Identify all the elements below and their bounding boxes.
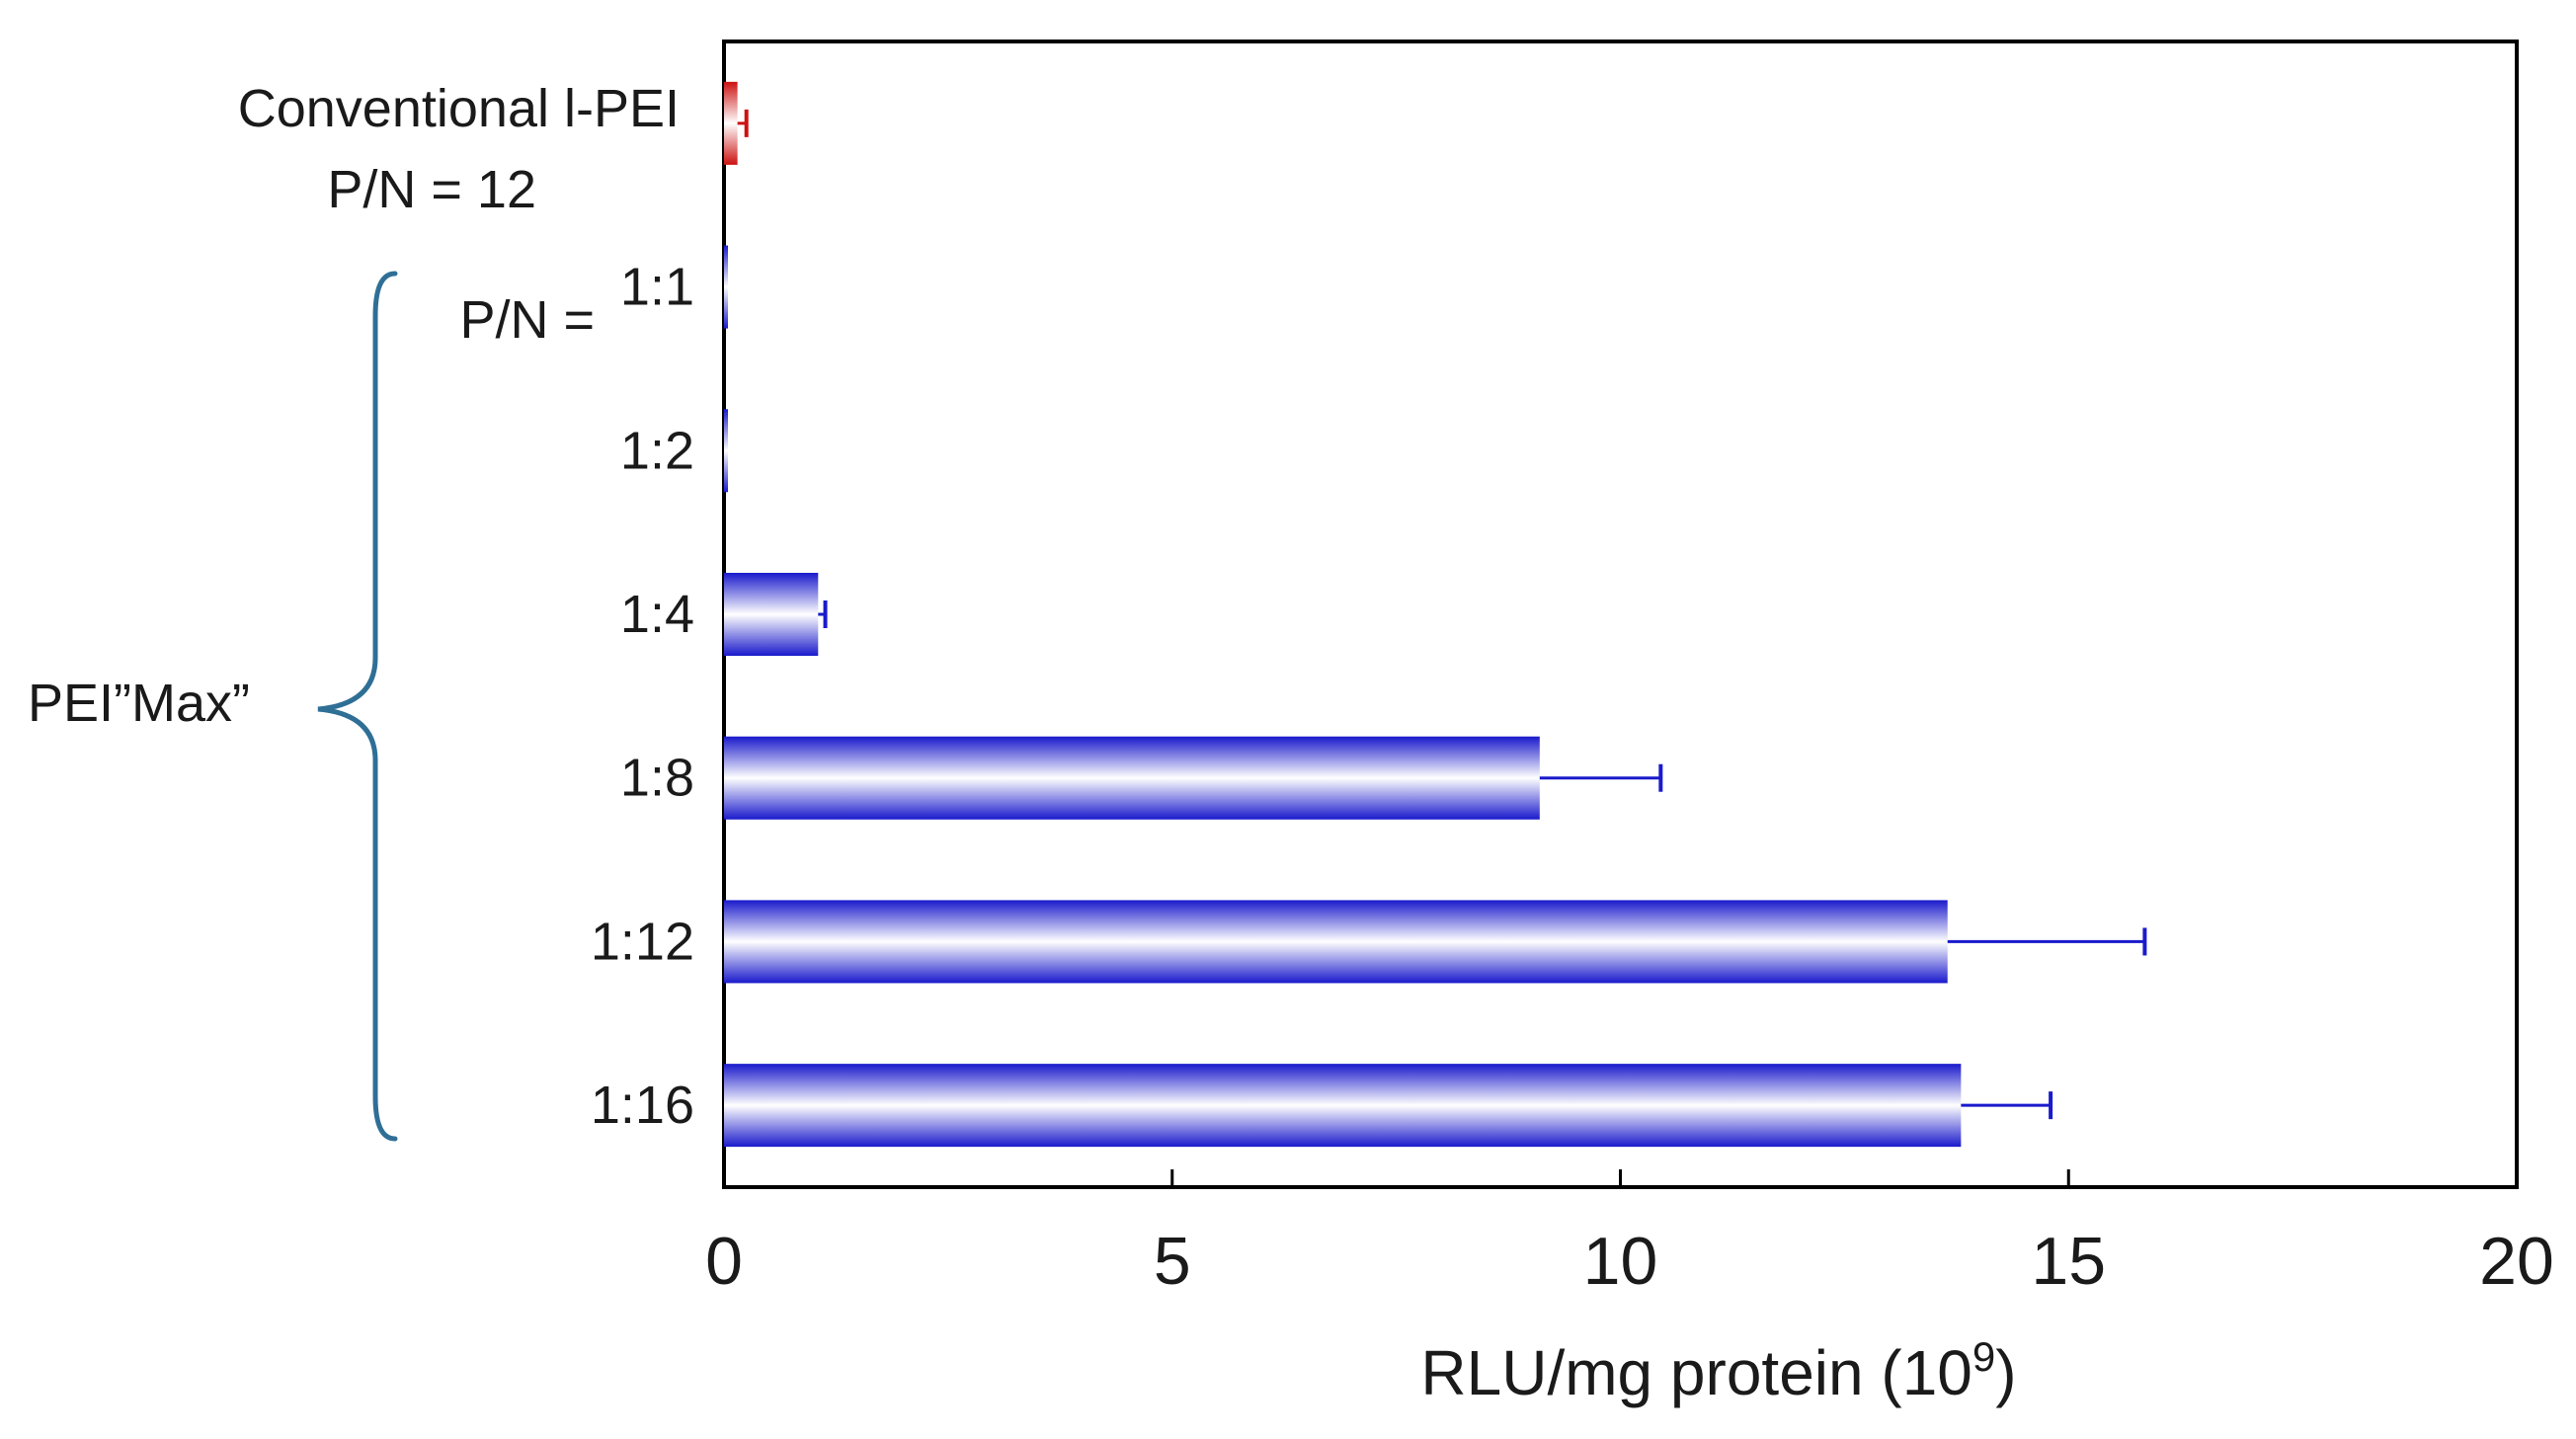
category-label-1: 1:1 <box>620 258 694 317</box>
pn-prefix-label: P/N = <box>459 290 595 350</box>
x-tick-label-2: 10 <box>1583 1224 1658 1299</box>
bar-1 <box>724 245 728 329</box>
x-tick-label-3: 15 <box>2031 1224 2106 1299</box>
plot-frame <box>722 40 2519 1189</box>
x-tick-label-4: 20 <box>2479 1224 2554 1299</box>
bar-5 <box>724 900 1948 984</box>
category-label-control-line1: Conventional l-PEI <box>238 79 680 138</box>
bar-3 <box>724 573 819 656</box>
category-label-control-line2: P/N = 12 <box>327 160 536 219</box>
bar-2 <box>724 409 728 493</box>
bars-layer: 1:1 1:2 1:4 1:8 1:12 1:16 <box>591 81 2147 1148</box>
bar-4 <box>724 736 1540 820</box>
bar-0 <box>724 81 738 165</box>
category-label-6: 1:16 <box>591 1076 694 1135</box>
category-label-5: 1:12 <box>591 912 694 971</box>
group-brace <box>317 271 398 1142</box>
category-label-2: 1:2 <box>620 421 694 480</box>
x-ticks-layer: 0 5 10 15 20 <box>705 1169 2554 1299</box>
category-label-3: 1:4 <box>620 585 694 644</box>
x-tick-label-0: 0 <box>705 1224 743 1299</box>
x-axis-title: RLU/mg protein (109) <box>1420 1333 2016 1408</box>
category-label-4: 1:8 <box>620 749 694 808</box>
bar-6 <box>724 1064 1962 1148</box>
x-tick-label-1: 5 <box>1154 1224 1191 1299</box>
group-label-pei-max: PEI”Max” <box>28 674 250 733</box>
